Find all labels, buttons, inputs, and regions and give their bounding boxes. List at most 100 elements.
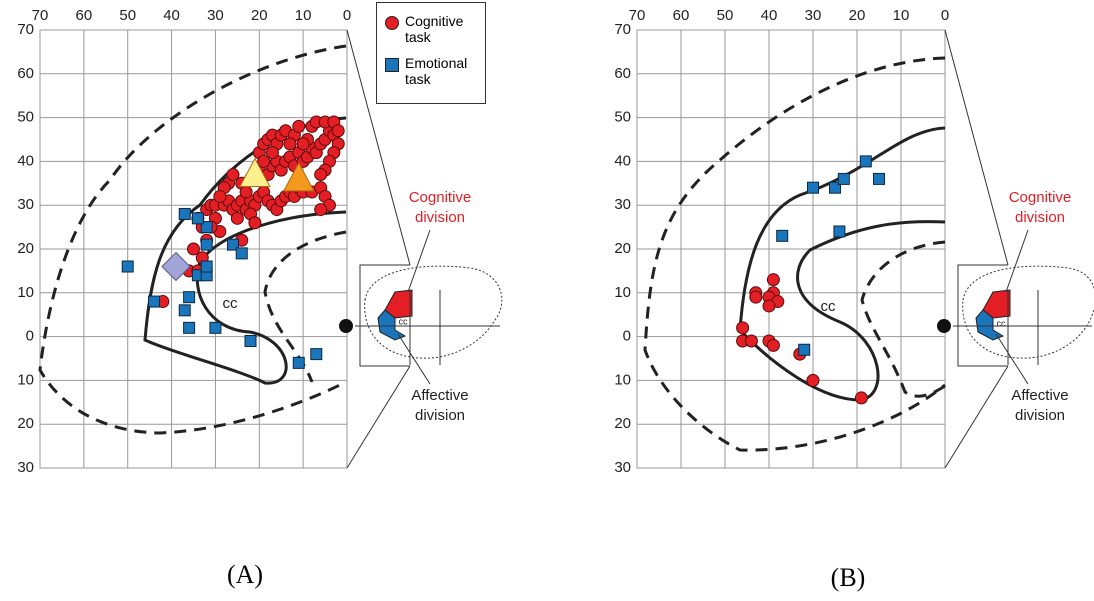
point: [201, 239, 212, 250]
point: [297, 138, 309, 150]
cognitive-label: Cognitive division: [400, 188, 480, 228]
y-tick-label: 10: [614, 284, 631, 301]
point: [266, 147, 278, 159]
point: [149, 296, 160, 307]
point: [777, 230, 788, 241]
y-tick-label: 30: [17, 196, 34, 213]
point: [807, 374, 819, 386]
point: [745, 335, 757, 347]
point: [192, 213, 203, 224]
inset-cc-label: cc: [997, 318, 1007, 328]
point: [737, 322, 749, 334]
legend-item: Emotional task: [385, 55, 485, 87]
origin-dot: [937, 319, 951, 333]
legend-label: Cognitive task: [405, 13, 475, 45]
brain-outline: [40, 46, 346, 433]
point: [284, 138, 296, 150]
x-tick-label: 10: [295, 7, 312, 24]
affective-label: Affective division: [400, 386, 480, 426]
y-tick-label: 50: [614, 109, 631, 126]
point: [750, 291, 762, 303]
point: [799, 344, 810, 355]
y-tick-label: 20: [614, 240, 631, 257]
x-tick-label: 20: [849, 7, 866, 24]
y-tick-label: 20: [614, 415, 631, 432]
x-tick-label: 40: [761, 7, 778, 24]
callosum-outline: [265, 232, 346, 382]
inset-cc-label: cc: [399, 316, 409, 326]
point: [231, 212, 243, 224]
point: [315, 204, 327, 216]
x-tick-label: 30: [805, 7, 822, 24]
y-tick-label: 10: [17, 284, 34, 301]
x-tick-label: 20: [251, 7, 268, 24]
pointer: [996, 334, 1028, 384]
point: [808, 182, 819, 193]
y-tick-label: 70: [614, 21, 631, 38]
y-tick-label: 0: [26, 328, 34, 345]
point: [293, 357, 304, 368]
point: [240, 186, 252, 198]
point: [184, 292, 195, 303]
panel-label: (B): [831, 563, 866, 592]
x-tick-label: 50: [717, 7, 734, 24]
legend-item: Cognitive task: [385, 13, 485, 45]
legend: Cognitive task Emotional task: [376, 2, 486, 104]
pointer: [398, 334, 430, 384]
x-tick-label: 60: [76, 7, 93, 24]
pointer: [1006, 230, 1028, 292]
x-tick-label: 50: [119, 7, 136, 24]
point: [332, 125, 344, 137]
legend-swatch: [385, 16, 399, 30]
y-tick-label: 10: [614, 371, 631, 388]
cingulate-outline: [740, 128, 945, 400]
point: [179, 208, 190, 219]
x-tick-label: 40: [163, 7, 180, 24]
point: [311, 349, 322, 360]
y-tick-label: 50: [17, 109, 34, 126]
legend-label: Emotional task: [405, 55, 475, 87]
point: [838, 173, 849, 184]
point: [763, 300, 775, 312]
y-tick-label: 10: [17, 371, 34, 388]
point: [860, 156, 871, 167]
y-tick-label: 70: [17, 21, 34, 38]
y-tick-label: 40: [17, 152, 34, 169]
point: [834, 226, 845, 237]
figure: cc cc cc cc (A) (B) 70605040302010070605…: [0, 0, 1094, 601]
chart: cc cc cc cc (A) (B) 70605040302010070605…: [0, 0, 1094, 601]
affective-label: Affective division: [1000, 386, 1080, 426]
y-tick-label: 60: [17, 65, 34, 82]
x-tick-label: 0: [343, 7, 351, 24]
x-tick-label: 70: [629, 7, 646, 24]
zoom-line: [945, 30, 1008, 265]
y-tick-label: 20: [17, 240, 34, 257]
point: [236, 248, 247, 259]
point: [179, 305, 190, 316]
y-tick-label: 30: [614, 459, 631, 476]
point: [201, 261, 212, 272]
point: [874, 173, 885, 184]
cognitive-label: Cognitive division: [1000, 188, 1080, 228]
origin-dot: [339, 319, 353, 333]
cc-label: cc: [821, 298, 837, 315]
legend-swatch: [385, 58, 399, 72]
point: [315, 169, 327, 181]
point: [227, 169, 239, 181]
x-tick-label: 30: [207, 7, 224, 24]
x-tick-label: 0: [941, 7, 949, 24]
zoom-line: [945, 366, 1008, 468]
callosum-outline: [862, 242, 945, 396]
point: [245, 335, 256, 346]
point: [249, 217, 261, 229]
point: [767, 339, 779, 351]
y-tick-label: 40: [614, 152, 631, 169]
y-tick-label: 20: [17, 415, 34, 432]
point: [293, 120, 305, 132]
cc-label: cc: [223, 295, 239, 312]
plot: [637, 30, 945, 468]
y-tick-label: 60: [614, 65, 631, 82]
point: [210, 322, 221, 333]
pointer: [408, 230, 430, 292]
x-tick-label: 10: [893, 7, 910, 24]
